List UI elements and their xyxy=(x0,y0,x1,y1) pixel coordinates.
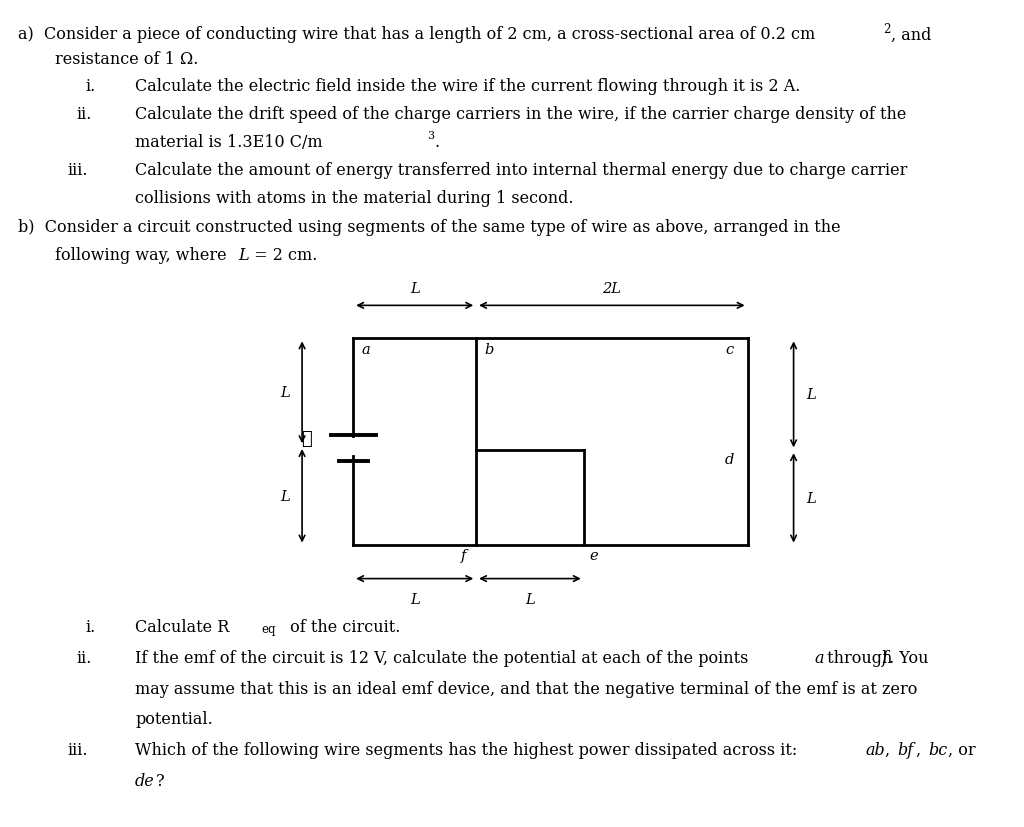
Text: ?: ? xyxy=(156,772,164,789)
Text: bf: bf xyxy=(897,741,913,758)
Text: collisions with atoms in the material during 1 second.: collisions with atoms in the material du… xyxy=(135,190,573,208)
Text: ℰ: ℰ xyxy=(302,429,312,447)
Text: a: a xyxy=(361,342,371,356)
Text: ii.: ii. xyxy=(77,649,92,667)
Text: Calculate the amount of energy transferred into internal thermal energy due to c: Calculate the amount of energy transferr… xyxy=(135,162,907,179)
Text: L: L xyxy=(280,490,290,503)
Text: through: through xyxy=(822,649,898,667)
Text: f: f xyxy=(461,548,466,562)
Text: ,: , xyxy=(916,741,927,758)
Text: Calculate R: Calculate R xyxy=(135,619,229,636)
Text: , and: , and xyxy=(891,26,931,44)
Text: If the emf of the circuit is 12 V, calculate the potential at each of the points: If the emf of the circuit is 12 V, calcu… xyxy=(135,649,754,667)
Text: L: L xyxy=(525,592,535,606)
Text: i.: i. xyxy=(85,619,95,636)
Text: Which of the following wire segments has the highest power dissipated across it:: Which of the following wire segments has… xyxy=(135,741,803,758)
Text: e: e xyxy=(590,548,598,562)
Text: bc: bc xyxy=(929,741,948,758)
Text: 3: 3 xyxy=(427,131,434,141)
Text: a: a xyxy=(814,649,823,667)
Text: f: f xyxy=(882,649,888,667)
Text: L: L xyxy=(410,592,420,606)
Text: = 2 cm.: = 2 cm. xyxy=(249,246,317,264)
Text: material is 1.3E10 C/m: material is 1.3E10 C/m xyxy=(135,134,323,151)
Text: eq: eq xyxy=(261,622,275,635)
Text: following way, where: following way, where xyxy=(55,246,232,264)
Text: L: L xyxy=(806,491,816,505)
Text: Calculate the electric field inside the wire if the current flowing through it i: Calculate the electric field inside the … xyxy=(135,78,801,95)
Text: iii.: iii. xyxy=(68,741,88,758)
Text: 2: 2 xyxy=(883,23,890,36)
Text: d: d xyxy=(725,452,734,466)
Text: ii.: ii. xyxy=(77,106,92,123)
Text: potential.: potential. xyxy=(135,710,213,728)
Text: may assume that this is an ideal emf device, and that the negative terminal of t: may assume that this is an ideal emf dev… xyxy=(135,680,918,697)
Text: c: c xyxy=(725,342,733,356)
Text: 2L: 2L xyxy=(602,282,622,296)
Text: a)  Consider a piece of conducting wire that has a length of 2 cm, a cross-secti: a) Consider a piece of conducting wire t… xyxy=(18,26,816,44)
Text: iii.: iii. xyxy=(68,162,88,179)
Text: of the circuit.: of the circuit. xyxy=(285,619,400,636)
Text: L: L xyxy=(280,386,290,399)
Text: . You: . You xyxy=(889,649,929,667)
Text: b: b xyxy=(484,342,494,356)
Text: .: . xyxy=(434,134,439,151)
Text: ab: ab xyxy=(865,741,885,758)
Text: , or: , or xyxy=(948,741,976,758)
Text: ,: , xyxy=(885,741,895,758)
Text: i.: i. xyxy=(85,78,95,95)
Text: Calculate the drift speed of the charge carriers in the wire, if the carrier cha: Calculate the drift speed of the charge … xyxy=(135,106,906,123)
Text: de: de xyxy=(135,772,155,789)
Text: b)  Consider a circuit constructed using segments of the same type of wire as ab: b) Consider a circuit constructed using … xyxy=(18,218,841,236)
Text: L: L xyxy=(410,282,420,296)
Text: resistance of 1 Ω.: resistance of 1 Ω. xyxy=(55,51,199,69)
Text: L: L xyxy=(806,388,816,402)
Text: L: L xyxy=(239,246,249,264)
